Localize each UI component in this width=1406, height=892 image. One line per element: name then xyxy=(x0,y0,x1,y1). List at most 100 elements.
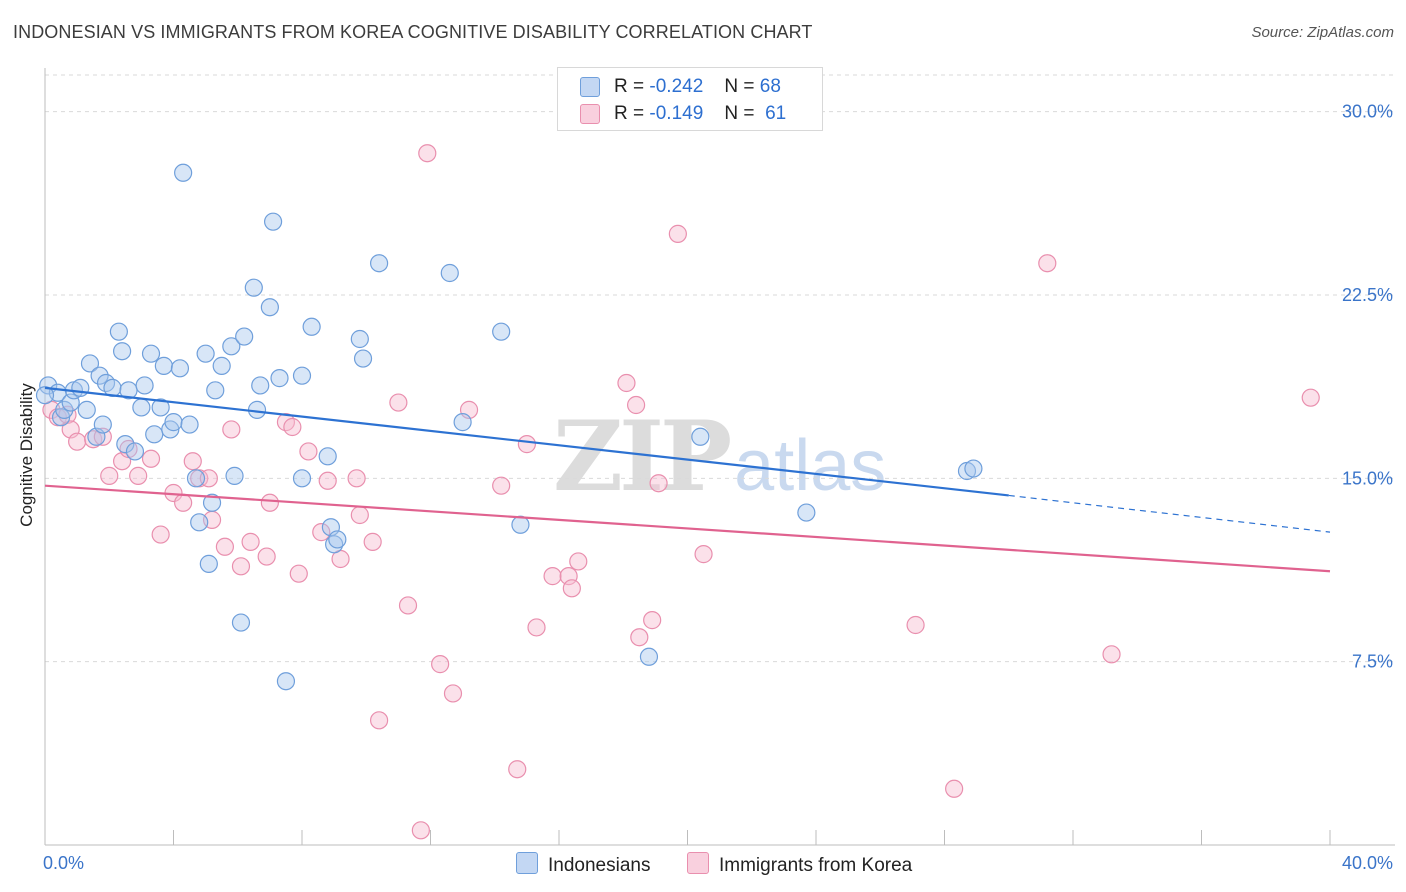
bottom-legend-label-indonesians: Indonesians xyxy=(548,855,651,876)
bottom-legend-swatch-pink xyxy=(687,852,709,874)
korea-point xyxy=(174,493,193,512)
indonesians-point xyxy=(35,386,55,405)
korea-point xyxy=(945,779,964,798)
series-korea-points xyxy=(42,144,1320,840)
indonesians-point xyxy=(186,469,206,488)
korea-point xyxy=(626,395,646,415)
indonesians-point xyxy=(77,400,96,419)
korea-point xyxy=(241,532,260,551)
bottom-legend-korea: Immigrants from Korea xyxy=(687,852,912,877)
korea-point xyxy=(318,471,337,490)
indonesians-point xyxy=(80,354,100,373)
legend-stats-korea: R = -0.149 N = 61 xyxy=(614,103,786,125)
n-label: N = xyxy=(724,76,755,97)
y-tick-label: 15.0% xyxy=(1342,468,1393,488)
indonesians-point xyxy=(116,435,135,454)
korea-point xyxy=(694,545,713,564)
indonesians-point xyxy=(263,212,283,231)
korea-point xyxy=(289,564,308,583)
y-tick-label: 7.5% xyxy=(1352,652,1393,672)
tick-labels: 7.5% 15.0% 22.5% 30.0% 0.0% 40.0% xyxy=(43,102,1393,873)
indonesians-point xyxy=(235,327,254,346)
indonesians-point xyxy=(135,376,154,395)
korea-point xyxy=(630,628,649,647)
korea-point xyxy=(231,557,251,576)
indonesians-point xyxy=(170,359,190,378)
korea-point xyxy=(347,469,366,488)
indonesians-point xyxy=(276,672,296,691)
korea-point xyxy=(257,547,276,566)
series-indonesians-points xyxy=(35,163,983,691)
indonesians-point xyxy=(251,376,270,395)
indonesians-point xyxy=(964,459,983,478)
korea-point xyxy=(1301,388,1320,407)
korea-point xyxy=(100,466,119,485)
indonesians-point xyxy=(292,366,312,385)
indonesians-point xyxy=(639,647,659,666)
indonesians-point xyxy=(244,278,263,297)
trend-lines xyxy=(44,386,1331,573)
korea-point xyxy=(617,373,636,393)
stats-legend: R = -0.242 N = 68 R = -0.149 N = 61 xyxy=(557,67,823,131)
korea-point xyxy=(199,469,218,488)
indonesians-point xyxy=(55,400,74,419)
indonesians-point xyxy=(511,515,530,534)
korea-point xyxy=(562,579,581,598)
bottom-legend-swatch-blue xyxy=(516,852,538,874)
indonesians-point xyxy=(206,381,225,400)
korea-point xyxy=(643,611,662,630)
korea-point xyxy=(312,523,331,542)
korea-point xyxy=(299,442,318,461)
indonesians-point xyxy=(325,535,344,554)
r-label: R = xyxy=(614,103,645,124)
bottom-legend-indonesians: Indonesians xyxy=(516,852,650,877)
indonesians-point xyxy=(260,298,279,317)
indonesians-point xyxy=(328,530,347,549)
indonesians-point xyxy=(350,329,369,349)
indonesians-point xyxy=(231,613,251,632)
korea-point xyxy=(492,476,511,495)
korea-point xyxy=(543,567,562,586)
korea-point xyxy=(418,144,437,163)
indonesians-point xyxy=(196,344,215,363)
korea-point xyxy=(68,432,87,451)
indonesians-point xyxy=(90,366,109,385)
korea-point xyxy=(649,474,668,493)
korea-point xyxy=(517,435,536,454)
legend-stats-indonesians: R = -0.242 N = 68 xyxy=(614,76,781,98)
legend-swatch-pink xyxy=(580,104,600,124)
korea-point xyxy=(668,224,687,243)
indonesians-point xyxy=(797,503,816,522)
indonesians-point xyxy=(492,322,511,341)
source-credit: Source: ZipAtlas.com xyxy=(1251,24,1394,41)
indonesians-point xyxy=(190,513,209,532)
indonesians-point xyxy=(174,163,193,182)
korea-point xyxy=(527,618,546,637)
korea-point xyxy=(183,452,202,471)
r-label: R = xyxy=(614,76,645,97)
indonesians-point xyxy=(93,415,112,434)
indonesians-point xyxy=(125,442,145,461)
y-tick-label: 30.0% xyxy=(1342,102,1393,122)
korea-point xyxy=(215,537,234,556)
indonesians-point xyxy=(370,254,389,273)
legend-swatch-blue xyxy=(580,77,600,97)
indonesians-point xyxy=(270,369,289,388)
korea-point xyxy=(569,552,588,571)
indonesians-point xyxy=(151,398,170,417)
korea-point xyxy=(389,393,408,412)
grid-lines xyxy=(45,74,1395,663)
indonesians-point xyxy=(691,427,710,446)
indonesians-point xyxy=(164,413,183,432)
indonesians-point xyxy=(71,378,90,397)
indonesians-point xyxy=(141,344,161,363)
y-axis-label: Cognitive Disability xyxy=(17,383,36,527)
x-tick-label: 40.0% xyxy=(1342,853,1393,873)
axes xyxy=(44,68,1395,846)
n-label: N = xyxy=(724,103,755,124)
indonesians-point xyxy=(440,263,459,283)
trend-line-korea xyxy=(44,484,1331,573)
korea-point xyxy=(411,821,430,840)
indonesians-point xyxy=(212,356,231,375)
